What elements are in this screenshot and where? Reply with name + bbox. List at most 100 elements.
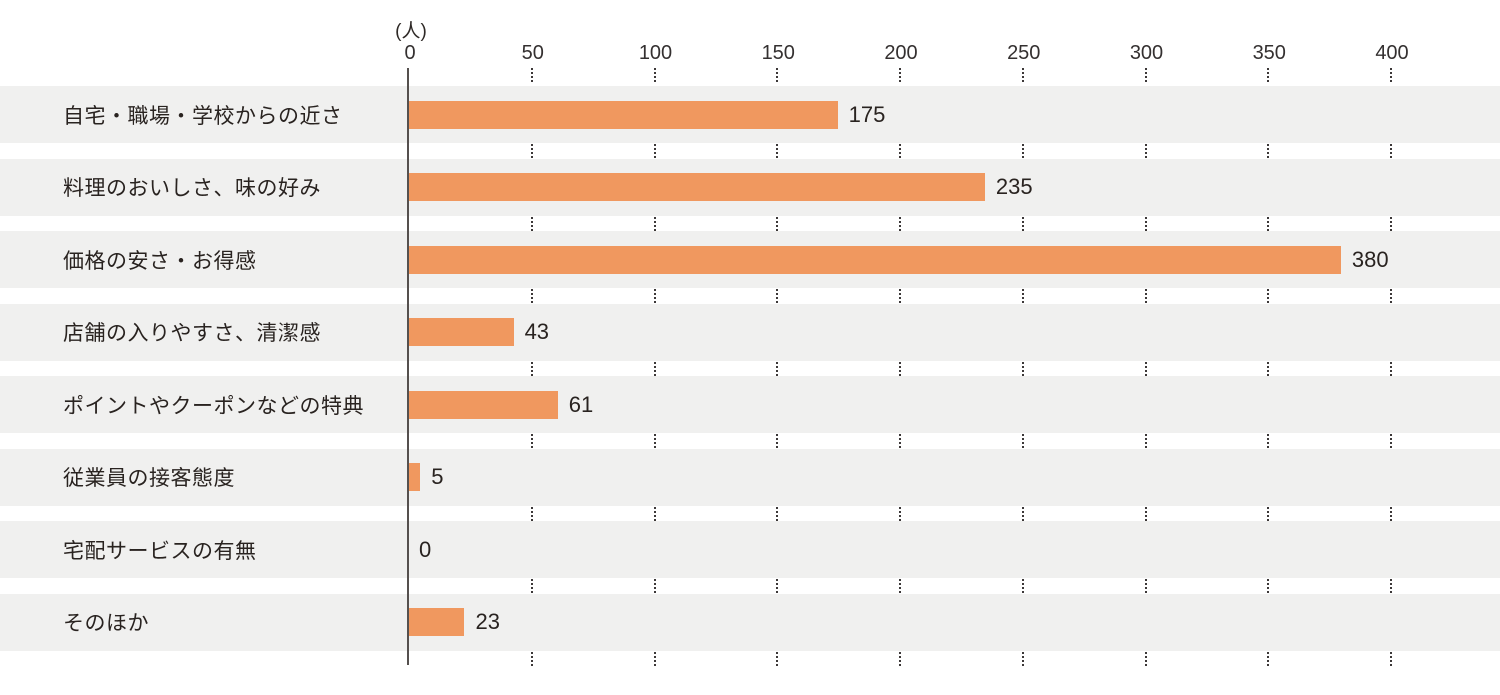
grid-tick-dots xyxy=(776,651,779,666)
x-tick-label: 350 xyxy=(1252,42,1286,64)
grid-tick-dots xyxy=(653,68,656,82)
grid-tick-dots xyxy=(530,289,533,304)
chart-row: 価格の安さ・お得感 380 xyxy=(0,231,1500,289)
grid-tick-dots xyxy=(776,579,779,594)
grid-tick-dots xyxy=(1144,651,1147,666)
category-label: ポイントやクーポンなどの特典 xyxy=(63,394,364,418)
category-label: 価格の安さ・お得感 xyxy=(63,249,257,273)
grid-tick-dots xyxy=(1390,144,1392,158)
grid-tick-dots xyxy=(1144,579,1147,594)
grid-tick-dots xyxy=(899,434,901,449)
value-label: 175 xyxy=(848,101,886,127)
chart-row: 宅配サービスの有無 0 xyxy=(0,521,1500,579)
category-label: 自宅・職場・学校からの近さ xyxy=(63,104,343,128)
grid-tick-dots xyxy=(1267,651,1270,666)
grid-tick-dots xyxy=(1267,434,1270,449)
value-label: 0 xyxy=(419,536,432,562)
grid-tick-dots xyxy=(1021,289,1024,304)
grid-tick-dots xyxy=(530,144,533,158)
grid-tick-dots xyxy=(1267,216,1270,231)
grid-tick-dots xyxy=(653,434,656,449)
grid-tick-dots xyxy=(653,144,656,158)
grid-tick-dots xyxy=(899,506,901,521)
grid-tick-dots xyxy=(530,651,533,666)
x-tick-label: 400 xyxy=(1375,42,1409,64)
grid-tick-dots xyxy=(1390,434,1392,449)
grid-tick-dots xyxy=(1267,506,1270,521)
axis-unit-label: (人) xyxy=(395,21,427,42)
grid-tick-dots xyxy=(899,216,901,231)
grid-tick-dots xyxy=(653,289,656,304)
grid-tick-dots xyxy=(1021,651,1024,666)
category-label: そのほか xyxy=(63,612,149,636)
grid-tick-dots xyxy=(1144,506,1147,521)
grid-tick-dots xyxy=(1390,506,1392,521)
grid-tick-dots xyxy=(1144,144,1147,158)
chart-row: ポイントやクーポンなどの特典 61 xyxy=(0,376,1500,434)
grid-tick-dots xyxy=(1267,144,1270,158)
category-label: 従業員の接客態度 xyxy=(63,467,235,491)
y-axis-line xyxy=(407,68,409,665)
grid-tick-dots xyxy=(1021,361,1024,376)
grid-tick-dots xyxy=(1144,216,1147,231)
grid-tick-dots xyxy=(1021,579,1024,594)
grid-tick-dots xyxy=(653,506,656,521)
chart-row: 店舗の入りやすさ、清潔感 43 xyxy=(0,303,1500,361)
grid-tick-dots xyxy=(1390,216,1392,231)
grid-tick-dots xyxy=(1390,289,1392,304)
grid-tick-dots xyxy=(653,216,656,231)
x-tick-label: 100 xyxy=(638,42,673,64)
grid-tick-dots xyxy=(530,216,533,231)
grid-tick-dots xyxy=(776,361,779,376)
chart-row: 従業員の接客態度 5 xyxy=(0,448,1500,506)
grid-tick-dots xyxy=(653,651,656,666)
category-label: 店舗の入りやすさ、清潔感 xyxy=(63,322,321,346)
grid-tick-dots xyxy=(1021,68,1024,82)
grid-tick-dots xyxy=(1390,579,1392,594)
chart-row: 料理のおいしさ、味の好み 235 xyxy=(0,158,1500,216)
bar xyxy=(408,245,1341,274)
grid-tick-dots xyxy=(530,506,533,521)
bar xyxy=(408,173,985,202)
grid-tick-dots xyxy=(776,289,779,304)
x-tick-label: 250 xyxy=(1007,42,1041,64)
grid-tick-dots xyxy=(776,506,779,521)
grid-tick-dots xyxy=(530,579,533,594)
grid-tick-dots xyxy=(653,361,656,376)
grid-tick-dots xyxy=(1390,651,1392,666)
grid-tick-dots xyxy=(899,144,901,158)
chart-row: そのほか 23 xyxy=(0,593,1500,651)
bar xyxy=(408,100,838,129)
value-label: 43 xyxy=(524,319,550,345)
grid-tick-dots xyxy=(1267,361,1270,376)
grid-tick-dots xyxy=(776,434,779,449)
grid-tick-dots xyxy=(1144,289,1147,304)
grid-tick-dots xyxy=(1144,68,1147,82)
grid-tick-dots xyxy=(530,434,533,449)
x-tick-label: 50 xyxy=(521,42,544,64)
grid-tick-dots xyxy=(1021,144,1024,158)
value-label: 380 xyxy=(1351,246,1389,272)
bar xyxy=(408,390,558,419)
chart-row: 自宅・職場・学校からの近さ 175 xyxy=(0,86,1500,143)
grid-tick-dots xyxy=(899,68,901,82)
value-label: 5 xyxy=(431,464,444,490)
grid-tick-dots xyxy=(653,579,656,594)
grid-tick-dots xyxy=(1267,579,1270,594)
x-tick-label: 0 xyxy=(404,42,416,64)
grid-tick-dots xyxy=(530,361,533,376)
category-label: 宅配サービスの有無 xyxy=(63,539,257,563)
grid-tick-dots xyxy=(1267,289,1270,304)
grid-tick-dots xyxy=(776,144,779,158)
bar xyxy=(408,463,421,492)
grid-tick-dots xyxy=(776,216,779,231)
grid-tick-dots xyxy=(1021,506,1024,521)
grid-tick-dots xyxy=(899,289,901,304)
category-label: 料理のおいしさ、味の好み xyxy=(63,177,321,201)
x-tick-label: 300 xyxy=(1129,42,1164,64)
value-label: 61 xyxy=(568,391,594,417)
grid-tick-dots xyxy=(1267,68,1270,82)
grid-tick-dots xyxy=(899,579,901,594)
x-tick-label: 150 xyxy=(761,42,795,64)
